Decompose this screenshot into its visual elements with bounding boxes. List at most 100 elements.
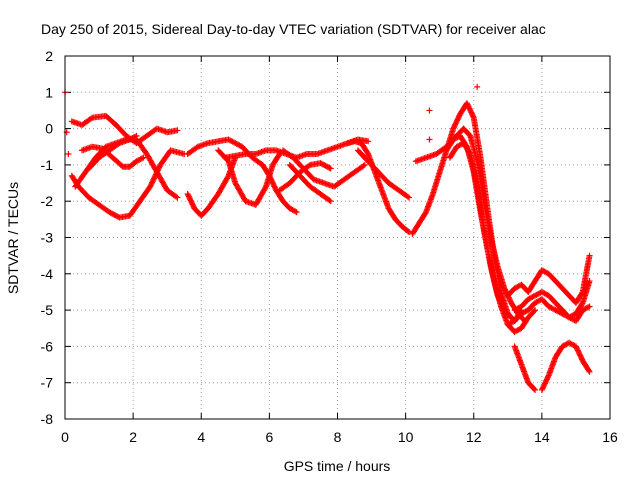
- x-tick-labels: 0 2 4 6 8 10 12 14 16: [61, 429, 618, 445]
- data-point: [404, 228, 411, 235]
- data-point: [578, 301, 585, 308]
- y-tick-label: -5: [41, 302, 54, 318]
- data-point: [327, 198, 334, 205]
- data-point: [585, 367, 592, 374]
- data-point: [450, 124, 457, 131]
- data-point: [292, 208, 299, 215]
- data-point: [188, 198, 195, 205]
- data-point: [174, 194, 181, 201]
- data-point: [572, 343, 579, 350]
- data-point: [266, 174, 273, 181]
- data-point: [467, 108, 474, 115]
- data-point: [451, 122, 458, 129]
- data-point: [578, 355, 585, 362]
- data-point: [269, 179, 276, 186]
- data-points: [62, 83, 593, 393]
- data-point: [455, 115, 462, 122]
- data-point: [577, 353, 584, 360]
- data-point: [502, 287, 509, 294]
- data-point: [494, 292, 501, 299]
- data-point: [586, 278, 593, 285]
- data-point: [497, 299, 504, 306]
- data-point: [268, 178, 275, 185]
- data-point: [506, 297, 513, 304]
- data-point: [586, 303, 593, 310]
- data-point: [293, 209, 300, 216]
- data-point: [188, 200, 195, 207]
- data-point: [174, 127, 181, 134]
- data-point: [87, 115, 94, 122]
- data-point: [498, 300, 505, 307]
- data-point: [404, 193, 411, 200]
- data-point: [463, 100, 470, 107]
- y-tick-label: -8: [41, 411, 54, 427]
- data-point: [326, 164, 333, 171]
- data-point: [147, 183, 154, 190]
- data-point: [190, 202, 197, 209]
- data-point: [406, 194, 413, 201]
- x-tick-label: 4: [197, 429, 205, 445]
- data-point: [545, 373, 552, 380]
- data-point: [542, 379, 549, 386]
- data-point: [531, 385, 538, 392]
- data-point: [531, 308, 538, 315]
- data-point: [327, 165, 334, 172]
- data-point: [468, 110, 475, 117]
- data-point: [470, 113, 477, 120]
- data-point: [132, 133, 139, 140]
- data-point: [467, 106, 474, 113]
- data-point: [360, 162, 367, 169]
- data-point: [326, 197, 333, 204]
- data-point: [466, 149, 473, 156]
- data-point: [507, 313, 514, 320]
- data-point: [464, 101, 471, 108]
- data-point: [185, 193, 192, 200]
- data-point: [147, 182, 154, 189]
- data-point: [541, 381, 548, 388]
- x-tick-label: 12: [466, 429, 482, 445]
- data-point: [585, 304, 592, 311]
- data-point: [454, 116, 461, 123]
- data-point: [466, 105, 473, 112]
- data-point: [574, 346, 581, 353]
- data-point: [185, 192, 192, 199]
- data-point: [270, 180, 277, 187]
- data-point: [532, 386, 539, 393]
- plot-frame: [64, 55, 611, 420]
- data-point: [544, 375, 551, 382]
- y-tick-label: 1: [45, 84, 53, 100]
- data-point: [138, 155, 145, 162]
- y-axis-label: SDTVAR / TECUs: [5, 182, 21, 294]
- data-point: [133, 132, 140, 139]
- y-tick-label: -7: [41, 375, 54, 391]
- data-point: [508, 314, 515, 321]
- data-point: [502, 286, 509, 293]
- x-tick-label: 16: [602, 429, 618, 445]
- data-point: [271, 183, 278, 190]
- data-point: [140, 154, 147, 161]
- data-point: [500, 304, 507, 311]
- y-tick-label: 2: [45, 48, 53, 64]
- x-axis-label: GPS time / hours: [284, 458, 391, 474]
- data-point: [450, 125, 457, 132]
- data-point: [469, 112, 476, 119]
- data-point: [65, 151, 72, 158]
- data-point: [543, 377, 550, 384]
- data-point: [422, 210, 429, 217]
- data-point: [267, 175, 274, 182]
- data-point: [497, 297, 504, 304]
- data-point: [538, 386, 545, 393]
- data-point: [465, 102, 472, 109]
- data-point: [454, 117, 461, 124]
- data-point: [148, 180, 155, 187]
- data-point: [426, 136, 433, 143]
- data-point: [468, 109, 475, 116]
- data-point: [271, 184, 278, 191]
- data-point: [184, 190, 191, 197]
- data-point: [364, 149, 371, 156]
- data-point: [455, 113, 462, 120]
- data-point: [150, 175, 157, 182]
- data-point: [495, 295, 502, 302]
- x-tick-label: 0: [61, 429, 69, 445]
